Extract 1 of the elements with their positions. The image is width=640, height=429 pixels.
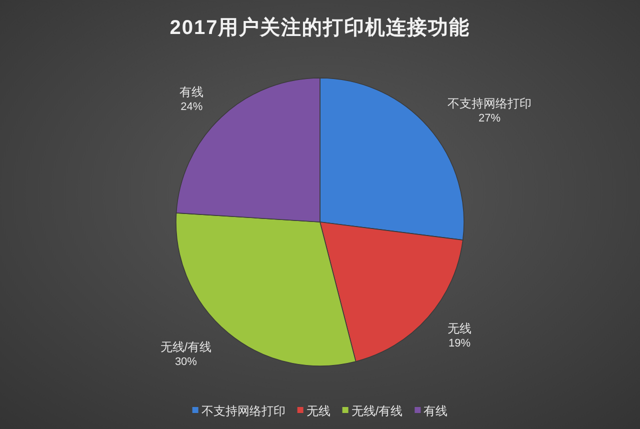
title: 2017用户关注的打印机连接功能 bbox=[170, 17, 470, 39]
